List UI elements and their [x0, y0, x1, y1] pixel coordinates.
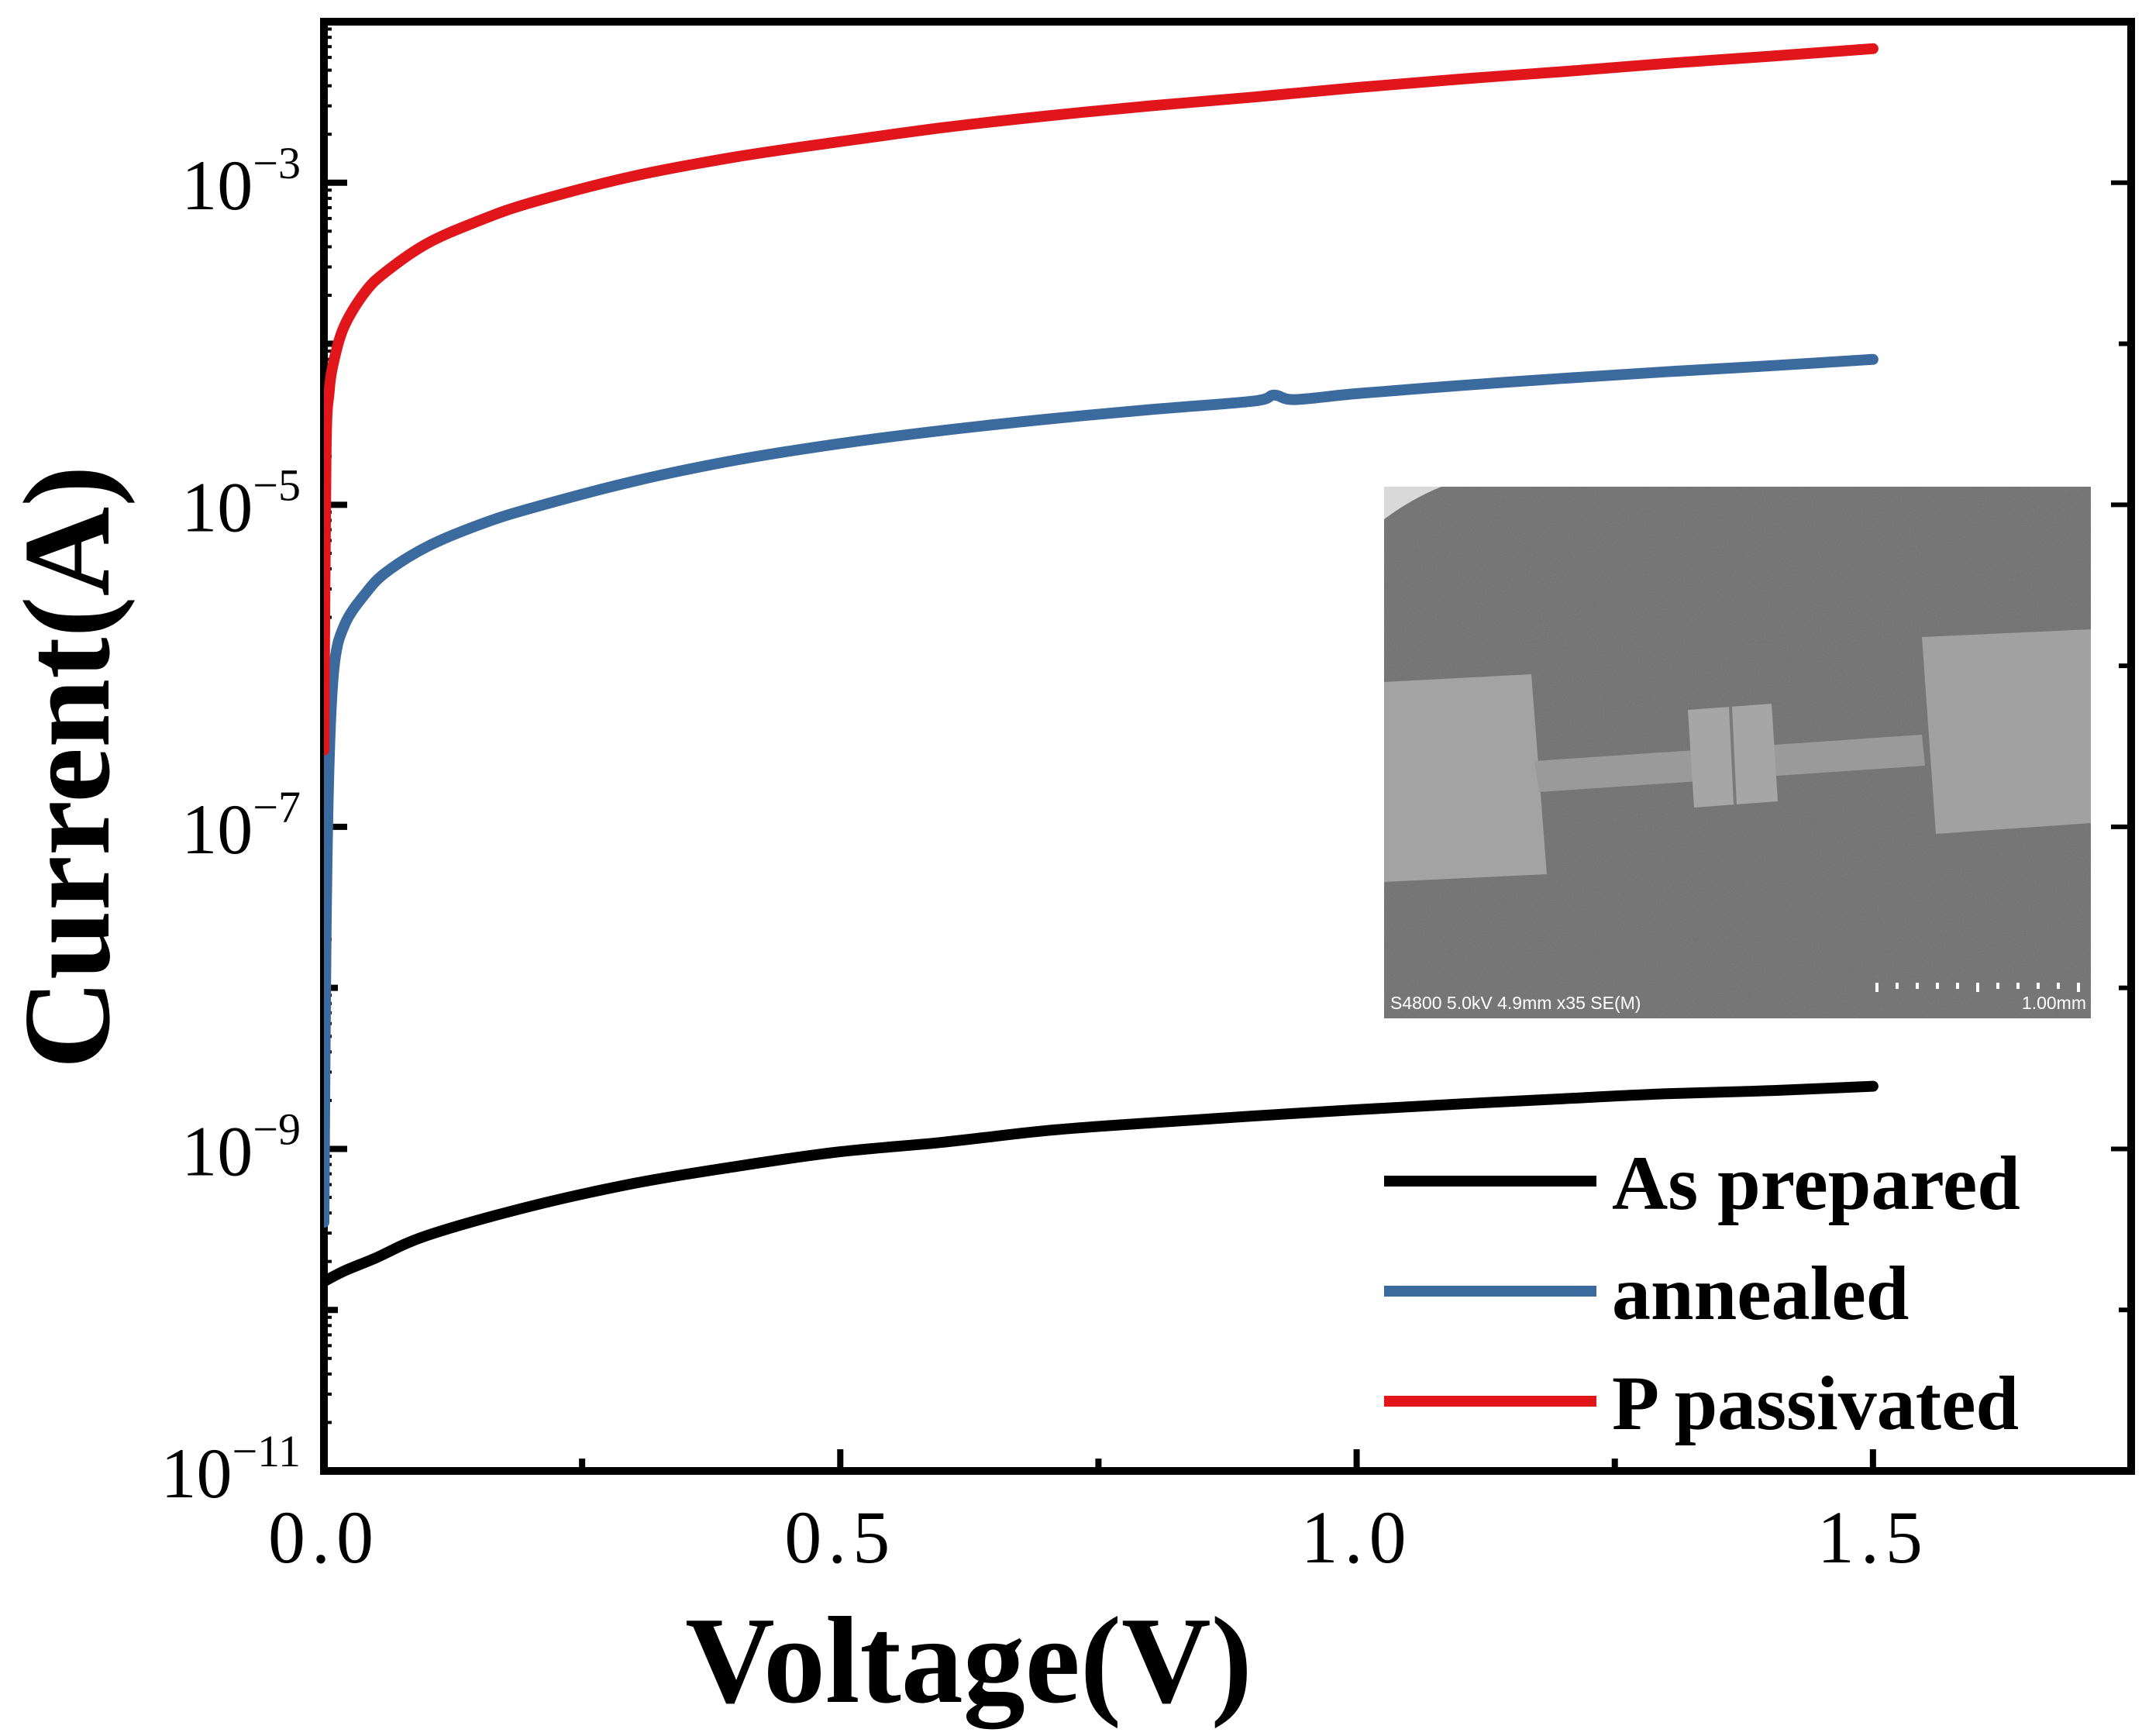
series-lines: [324, 43, 1879, 1287]
x-axis-title: Voltage(V): [685, 1591, 1252, 1730]
sem-left-pad: [1384, 674, 1547, 882]
x-tick-label: 0.5: [784, 1496, 896, 1579]
sem-inset-corner-artifact: [1384, 487, 1441, 519]
x-tick-label: 1.5: [1817, 1496, 1929, 1579]
sem-scale-tick: [1916, 983, 1919, 989]
legend-entry-p-passivated: P passivated: [1384, 1360, 2019, 1446]
sem-scale-tick: [1976, 983, 1979, 992]
y-tick-label: 10−7: [181, 782, 301, 869]
legend: As prepared annealed P passivated: [1384, 1140, 2020, 1446]
y-tick-label: 10−3: [181, 138, 301, 225]
y-tick-label: 10−11: [160, 1426, 301, 1513]
x-tick-label: 1.0: [1301, 1496, 1413, 1579]
sem-scale-tick: [1896, 983, 1899, 989]
sem-inset: S4800 5.0kV 4.9mm x35 SE(M) 1.00mm: [1384, 487, 2091, 1018]
sem-caption: S4800 5.0kV 4.9mm x35 SE(M): [1390, 993, 1641, 1013]
sem-center-gap: [1729, 706, 1737, 805]
x-tick-label: 0.0: [268, 1496, 380, 1579]
legend-label-p-passivated: P passivated: [1612, 1360, 2019, 1446]
sem-scale-tick: [2037, 983, 2040, 989]
legend-entry-annealed: annealed: [1384, 1250, 1909, 1336]
legend-label-as-prepared: As prepared: [1612, 1140, 2020, 1226]
y-axis-title: Current(A): [0, 465, 136, 1069]
sem-scale-label: 1.00mm: [2022, 993, 2086, 1013]
sem-scale-tick: [2016, 983, 2020, 989]
y-tick-label: 10−9: [181, 1104, 301, 1190]
sem-scale-tick: [1956, 983, 1959, 989]
legend-entry-as-prepared: As prepared: [1384, 1140, 2020, 1226]
series-line-as-prepared: [324, 1080, 1879, 1287]
x-axis-ticks: 0.0 0.5 1.0 1.5: [268, 1449, 2134, 1579]
sem-right-pad: [1922, 629, 2091, 834]
sem-scale-tick: [1996, 983, 1999, 989]
y-tick-label: 10−5: [181, 460, 301, 546]
sem-scale-tick: [1875, 983, 1879, 992]
sem-scale-tick: [2057, 983, 2060, 989]
sem-scale-tick: [1936, 983, 1939, 989]
sem-scale-bar: [1875, 983, 2080, 992]
sem-scale-tick: [2077, 983, 2080, 992]
series-line-annealed: [324, 353, 1879, 1228]
legend-label-annealed: annealed: [1612, 1250, 1909, 1336]
series-line-p-passivated: [324, 43, 1879, 756]
y-axis-ticks: 10−11 10−9 10−7 10−5 10−3: [160, 19, 2131, 1513]
